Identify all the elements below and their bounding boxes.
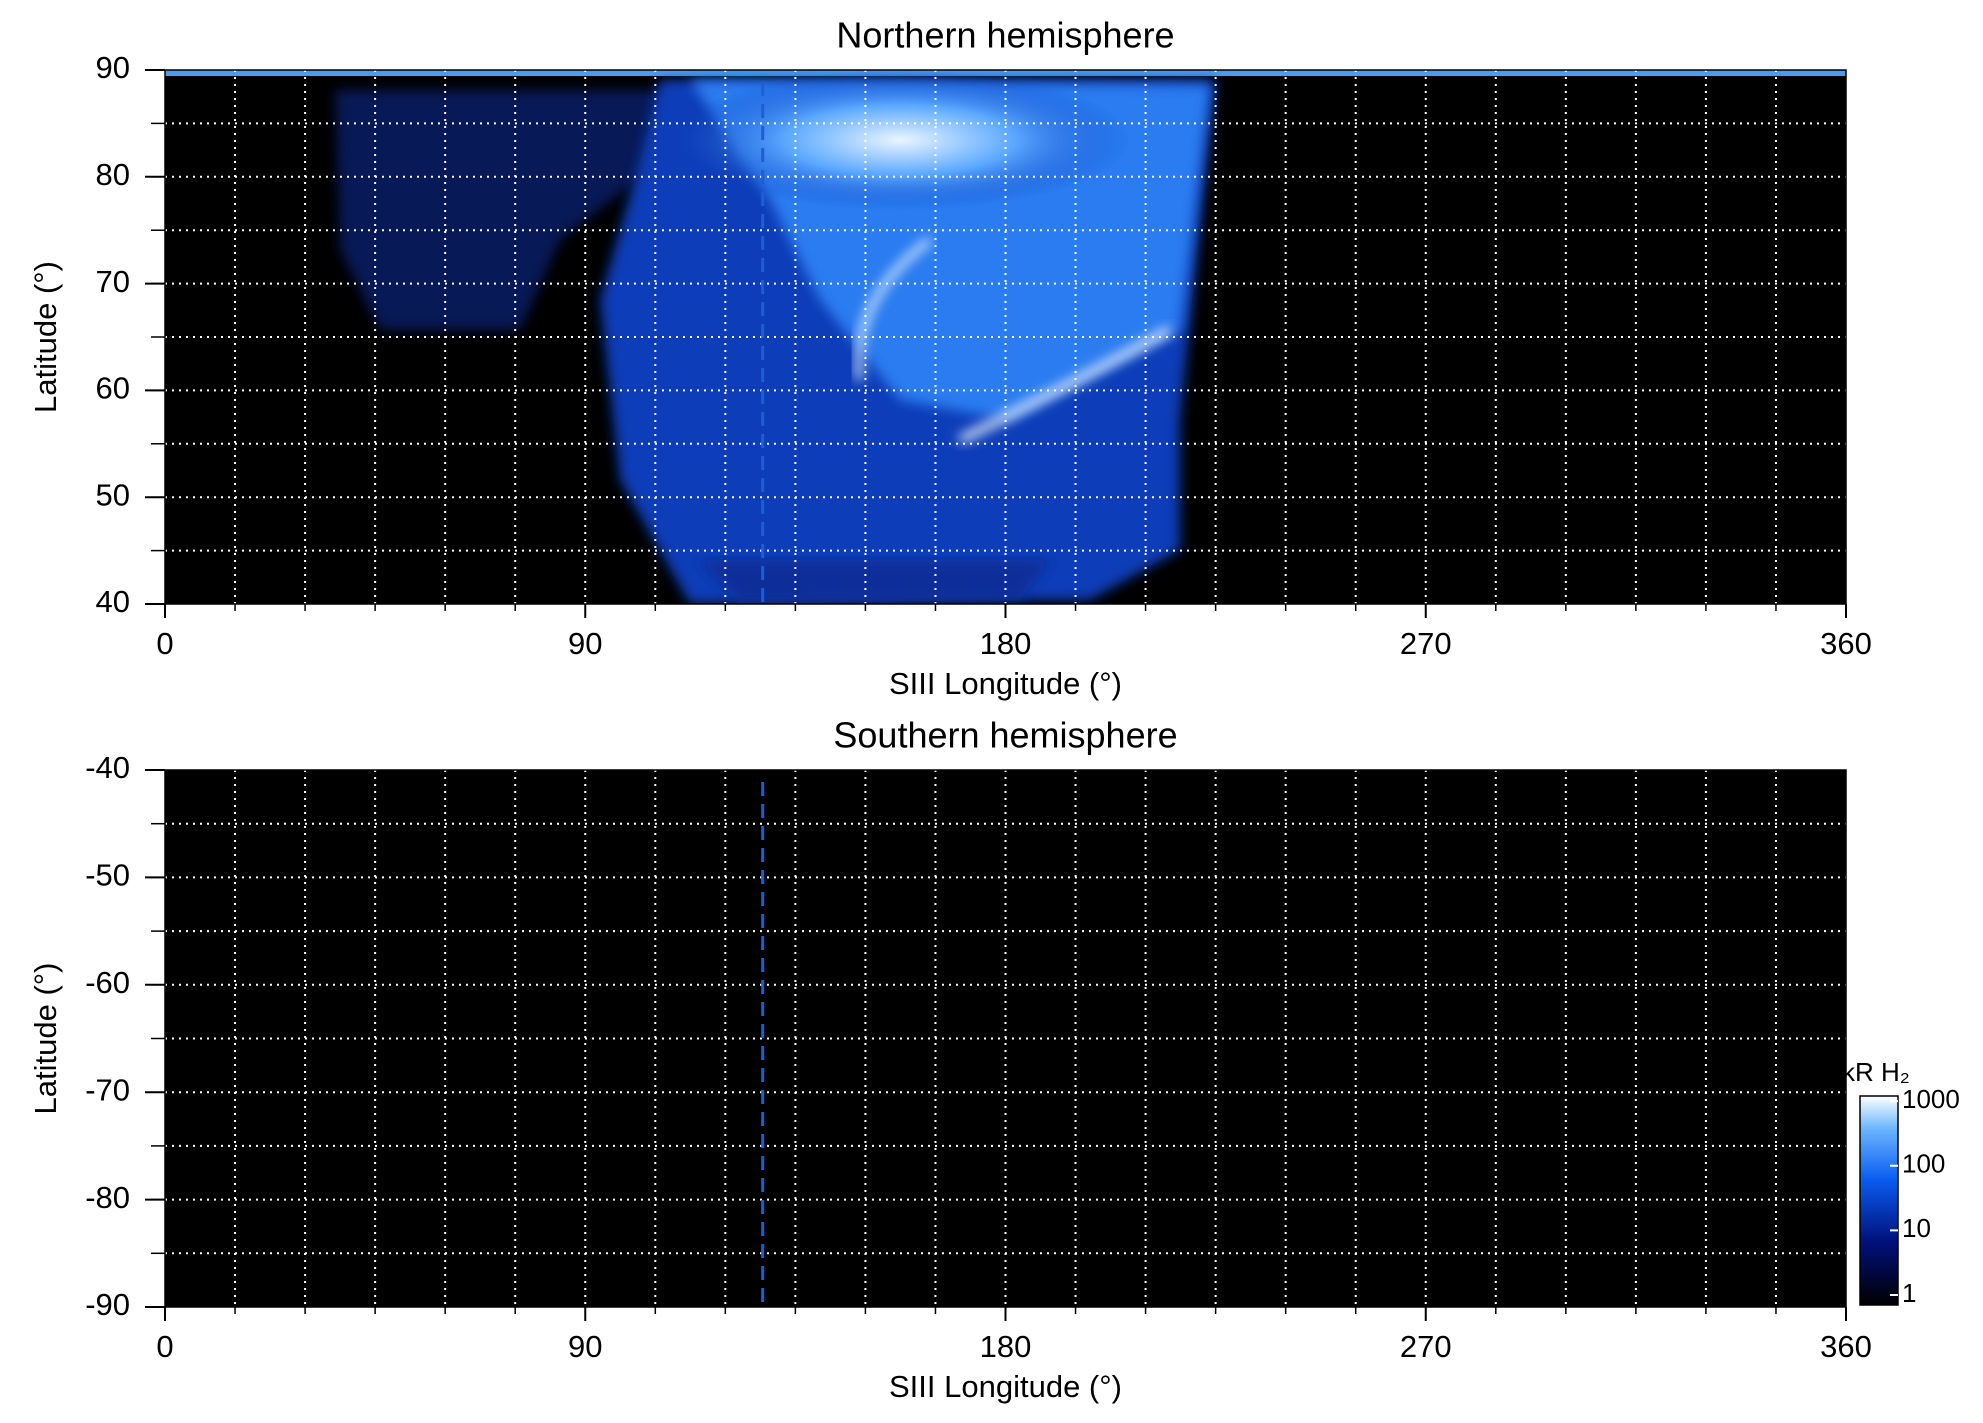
colorbar-label: kR H₂ [1842,1057,1910,1087]
emission [335,90,700,330]
y-tick-label: 50 [96,477,130,512]
colorbar-tick-label: 1 [1902,1278,1916,1308]
x-tick-label: 360 [1820,1329,1872,1364]
x-axis-label: SIII Longitude (°) [889,1369,1122,1404]
y-tick-label: -60 [85,965,130,1000]
y-axis-label: Latitude (°) [28,261,63,413]
colorbar-tick-label: 100 [1902,1149,1945,1179]
colorbar-tick-label: 10 [1902,1213,1931,1243]
y-axis-label: Latitude (°) [28,963,63,1115]
y-tick-label: 80 [96,157,130,192]
chart-title: Southern hemisphere [833,715,1177,756]
colorbar-tick-label: 1000 [1902,1084,1960,1114]
x-tick-label: 180 [980,1329,1032,1364]
colorbar [1859,1095,1899,1306]
emission [700,560,1050,604]
emission [958,326,1172,444]
y-tick-label: 60 [96,371,130,406]
y-tick-label: -90 [85,1287,130,1322]
y-tick-label: -40 [85,750,130,785]
x-axis-label: SIII Longitude (°) [889,666,1122,701]
emission [855,237,933,381]
x-tick-label: 180 [980,626,1032,661]
x-tick-label: 90 [568,1329,602,1364]
x-tick-label: 270 [1400,626,1452,661]
x-tick-label: 90 [568,626,602,661]
y-tick-label: -50 [85,858,130,893]
y-tick-label: 70 [96,264,130,299]
emission-image [165,70,1846,604]
y-tick-label: -70 [85,1072,130,1107]
y-tick-label: 90 [96,50,130,85]
y-tick-label: -80 [85,1180,130,1215]
y-tick-label: 40 [96,584,130,619]
x-tick-label: 270 [1400,1329,1452,1364]
x-tick-label: 0 [156,626,173,661]
chart-title: Northern hemisphere [836,15,1174,56]
emission [670,70,1130,210]
x-tick-label: 0 [156,1329,173,1364]
x-tick-label: 360 [1820,626,1872,661]
emission [165,70,1846,76]
